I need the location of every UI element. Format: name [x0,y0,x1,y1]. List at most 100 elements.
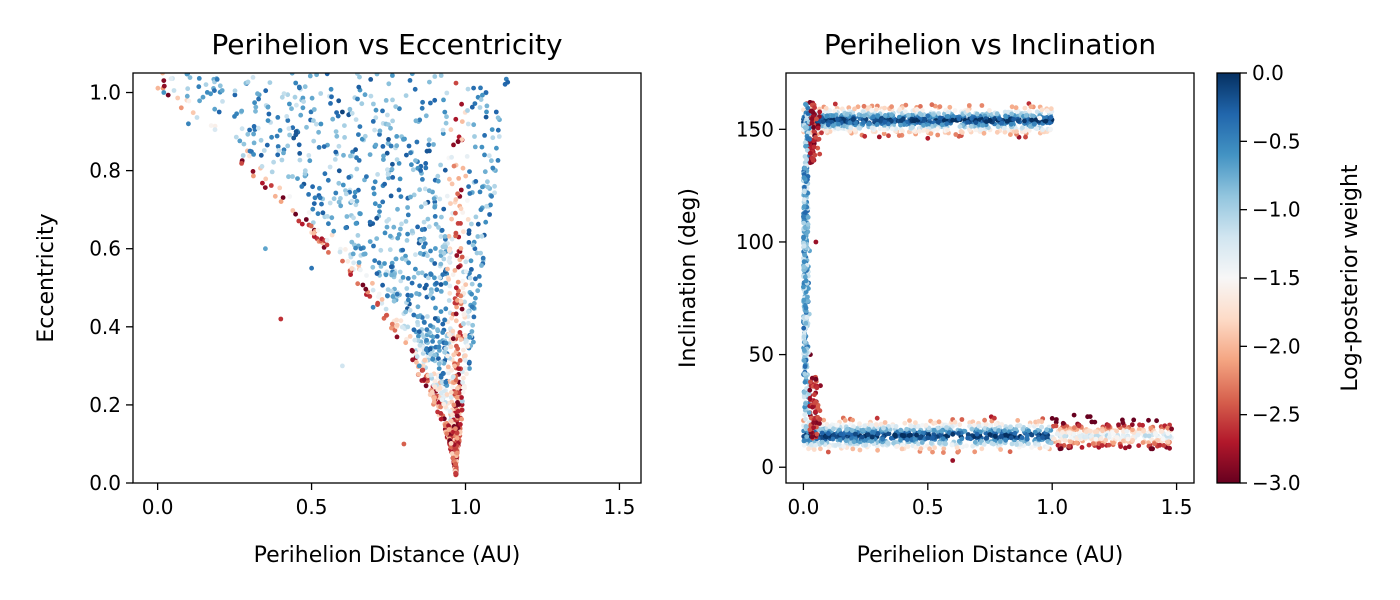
scatter-point [885,441,891,446]
scatter-point [446,277,451,282]
scatter-point [937,440,942,446]
scatter-point [434,334,440,339]
scatter-point [465,86,471,92]
scatter-point [458,422,463,427]
scatter-point [861,103,867,109]
eccentricity-scatter [155,73,511,478]
scatter-point [919,440,925,445]
scatter-point [306,153,312,158]
scatter-point [388,143,394,149]
scatter-point [1048,106,1054,112]
scatter-point [992,433,998,439]
scatter-point [451,163,457,169]
scatter-point [424,337,429,343]
scatter-point [448,418,454,424]
scatter-point [1022,129,1028,134]
scatter-point [376,291,382,297]
scatter-point [403,93,409,98]
scatter-point [1165,425,1171,431]
scatter-point [1146,433,1152,439]
scatter-point [290,174,295,179]
y-tick-label: 0.8 [89,159,121,183]
scatter-point [278,199,284,205]
scatter-point [445,364,451,370]
scatter-point [1007,424,1013,430]
scatter-point [381,157,386,163]
scatter-point [462,299,467,305]
scatter-point [803,278,809,284]
scatter-point [453,377,459,383]
scatter-point [482,133,487,138]
scatter-point [469,221,474,227]
scatter-point [398,194,404,200]
scatter-point [302,84,308,90]
scatter-point [220,99,225,104]
scatter-point [377,203,382,209]
scatter-point [372,258,378,263]
scatter-point [351,260,356,266]
scatter-point [1148,446,1154,452]
scatter-point [964,443,969,449]
scatter-point [817,151,823,157]
scatter-point [805,136,811,142]
scatter-point [803,401,808,407]
scatter-point [394,334,400,340]
scatter-point [1093,436,1099,442]
scatter-point [485,179,490,185]
scatter-point [1037,115,1043,121]
scatter-point [998,433,1004,439]
scatter-point [469,104,475,110]
scatter-point [376,260,382,266]
scatter-point [817,416,823,422]
scatter-point [413,266,418,272]
scatter-point [479,233,485,239]
scatter-point [461,347,466,353]
scatter-point [819,440,825,445]
scatter-point [1062,434,1067,439]
scatter-point [403,309,408,315]
scatter-point [258,152,264,158]
eccentricity-y-axis-label: Eccentricity [34,213,59,342]
scatter-point [466,228,472,234]
scatter-point [374,271,380,276]
scatter-point [974,111,980,117]
scatter-point [438,411,444,416]
scatter-point [925,435,931,441]
scatter-point [255,125,261,131]
scatter-point [378,247,384,253]
scatter-point [489,158,494,164]
scatter-point [875,431,881,437]
scatter-point [937,115,943,121]
scatter-point [1024,433,1030,439]
scatter-point [367,239,373,245]
scatter-point [463,357,468,363]
scatter-point [893,126,899,132]
scatter-point [349,110,355,116]
scatter-point [802,274,808,280]
scatter-point [441,206,447,212]
scatter-point [332,157,338,162]
scatter-point [415,304,421,310]
scatter-point [1023,113,1029,118]
scatter-point [998,438,1003,444]
scatter-point [212,127,218,133]
scatter-point [812,392,817,398]
scatter-point [264,142,270,148]
scatter-point [849,428,855,433]
scatter-point [451,402,457,408]
scatter-point [329,94,334,100]
scatter-point [442,109,448,115]
scatter-point [382,261,387,266]
scatter-point [216,109,222,115]
scatter-point [422,201,428,206]
scatter-point [454,253,460,258]
scatter-point [801,243,807,249]
scatter-point [873,422,879,427]
scatter-point [428,248,433,254]
eccentricity-axes-frame [132,72,642,484]
scatter-point [886,431,892,437]
scatter-point [807,427,813,433]
scatter-point [446,370,451,376]
scatter-point [444,90,450,96]
scatter-point [265,118,271,123]
